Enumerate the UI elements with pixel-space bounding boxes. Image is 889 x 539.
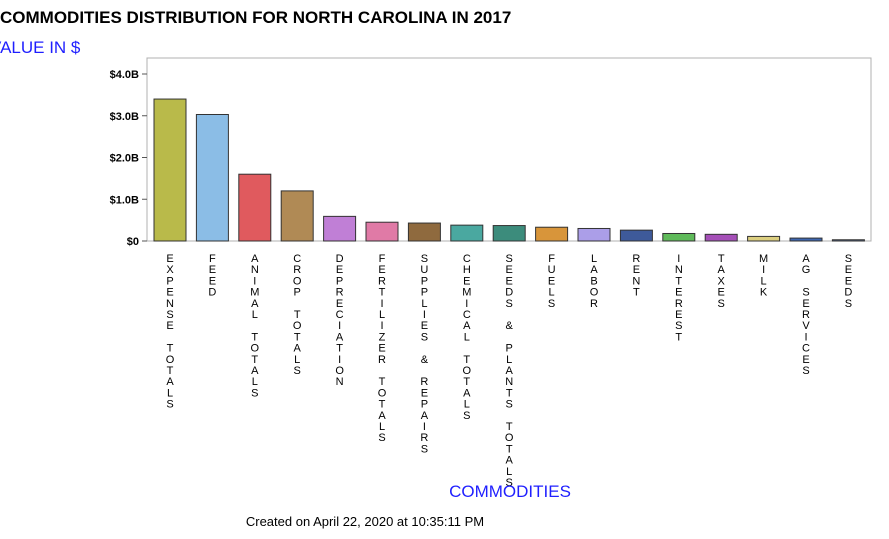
bar-expense-totals bbox=[153, 98, 187, 242]
bar-milk bbox=[747, 235, 781, 242]
y-axis-ticks: $0 $1.0B $2.0B $3.0B $4.0B bbox=[110, 69, 147, 248]
bar-chemical-totals bbox=[450, 224, 484, 242]
chart-title: COMMODITIES DISTRIBUTION FOR NORTH CAROL… bbox=[0, 8, 512, 27]
footer-timestamp: Created on April 22, 2020 at 10:35:11 PM bbox=[245, 514, 485, 529]
y-axis-label: VALUE IN $ bbox=[0, 38, 81, 57]
bar-rent bbox=[619, 229, 653, 242]
y-tick-label: $4.0B bbox=[110, 69, 139, 81]
y-tick-label: $0 bbox=[127, 236, 139, 248]
y-tick-label: $2.0B bbox=[110, 153, 139, 165]
bar-feed bbox=[195, 113, 229, 242]
bar-taxes bbox=[704, 233, 738, 242]
bar-fertilizer-totals bbox=[365, 221, 399, 242]
bar-seeds bbox=[831, 239, 865, 242]
y-tick-label: $1.0B bbox=[110, 194, 139, 206]
bars bbox=[153, 98, 865, 242]
bar-crop-totals bbox=[280, 190, 314, 242]
y-tick-label: $3.0B bbox=[110, 111, 139, 123]
bar-ag-services bbox=[789, 237, 823, 242]
bar-labor bbox=[577, 227, 611, 242]
bar-seeds-plants-totals bbox=[492, 225, 526, 242]
bar-interest bbox=[662, 232, 696, 242]
bar-animal-totals bbox=[238, 173, 272, 242]
bar-depreciation bbox=[323, 215, 357, 242]
bar-fuels bbox=[535, 226, 569, 242]
bar-supplies-repairs bbox=[407, 222, 441, 242]
x-axis-title: COMMODITIES bbox=[449, 482, 571, 501]
